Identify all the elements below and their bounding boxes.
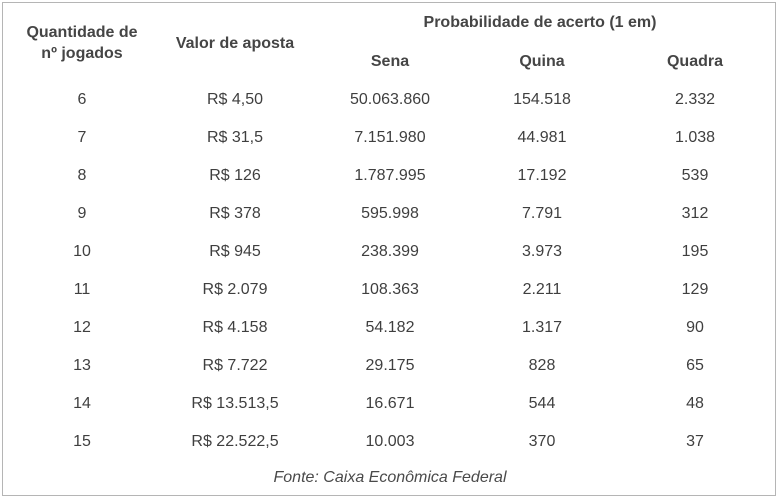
cell-bet-value: R$ 126 — [209, 167, 261, 184]
cell-bet-value: R$ 945 — [209, 243, 261, 260]
table-row: 12 R$ 4.158 54.182 1.317 90 — [0, 316, 780, 354]
cell-sena: 29.175 — [365, 357, 415, 374]
cell-quina: 3.973 — [521, 243, 563, 260]
cell-quina: 44.981 — [517, 129, 567, 146]
cell-bet-value: R$ 13.513,5 — [191, 395, 279, 412]
cell-quadra: 48 — [686, 395, 704, 412]
cell-quina: 828 — [528, 357, 556, 374]
cell-quadra: 65 — [686, 357, 704, 374]
header-probability: Probabilidade de acerto (1 em) — [423, 14, 657, 31]
cell-quadra: 1.038 — [674, 129, 716, 146]
cell-quantity: 8 — [77, 167, 87, 184]
cell-bet-value: R$ 2.079 — [202, 281, 268, 298]
cell-sena: 10.003 — [365, 433, 415, 450]
cell-quantity: 11 — [73, 281, 91, 298]
cell-bet-value: R$ 31,5 — [206, 129, 264, 146]
cell-quadra: 195 — [681, 243, 709, 260]
cell-sena: 238.399 — [361, 243, 419, 260]
cell-bet-value: R$ 378 — [209, 205, 261, 222]
cell-bet-value: R$ 7.722 — [202, 357, 268, 374]
cell-quina: 154.518 — [513, 91, 571, 108]
table-row: 6 R$ 4,50 50.063.860 154.518 2.332 — [0, 88, 780, 126]
table-row: 8 R$ 126 1.787.995 17.192 539 — [0, 164, 780, 202]
cell-sena: 595.998 — [361, 205, 419, 222]
table-row: 14 R$ 13.513,5 16.671 544 48 — [0, 392, 780, 430]
cell-quantity: 14 — [73, 395, 91, 412]
header-quina: Quina — [519, 53, 565, 70]
cell-quina: 2.211 — [522, 281, 562, 298]
cell-quina: 1.317 — [521, 319, 563, 336]
cell-sena: 1.787.995 — [354, 167, 426, 184]
cell-quina: 17.192 — [517, 167, 567, 184]
header-quantity-line2: nº jogados — [41, 45, 123, 62]
cell-sena: 54.182 — [365, 319, 415, 336]
cell-quantity: 6 — [77, 91, 87, 108]
cell-quina: 7.791 — [521, 205, 563, 222]
header-quantity-line1: Quantidade de — [26, 24, 138, 41]
header-sena: Sena — [370, 53, 410, 70]
cell-quadra: 2.332 — [674, 91, 716, 108]
cell-quadra: 129 — [681, 281, 709, 298]
cell-bet-value: R$ 22.522,5 — [191, 433, 279, 450]
table-row: 7 R$ 31,5 7.151.980 44.981 1.038 — [0, 126, 780, 164]
table-row: 13 R$ 7.722 29.175 828 65 — [0, 354, 780, 392]
table-row: 11 R$ 2.079 108.363 2.211 129 — [0, 278, 780, 316]
source-caption: Fonte: Caixa Econômica Federal — [273, 469, 507, 486]
cell-quadra: 539 — [681, 167, 709, 184]
cell-sena: 16.671 — [365, 395, 415, 412]
cell-quadra: 37 — [686, 433, 704, 450]
header-quadra: Quadra — [666, 53, 723, 70]
cell-sena: 7.151.980 — [354, 129, 426, 146]
cell-sena: 108.363 — [361, 281, 419, 298]
cell-sena: 50.063.860 — [349, 91, 431, 108]
cell-quadra: 312 — [681, 205, 709, 222]
cell-quantity: 7 — [77, 129, 87, 146]
cell-quantity: 15 — [73, 433, 91, 450]
table-body: 6 R$ 4,50 50.063.860 154.518 2.332 7 R$ … — [0, 88, 780, 468]
cell-bet-value: R$ 4.158 — [202, 319, 268, 336]
cell-quantity: 12 — [73, 319, 91, 336]
table-row: 15 R$ 22.522,5 10.003 370 37 — [0, 430, 780, 468]
header-bet-value: Valor de aposta — [175, 35, 295, 52]
cell-quantity: 9 — [77, 205, 87, 222]
cell-quadra: 90 — [686, 319, 704, 336]
table-row: 10 R$ 945 238.399 3.973 195 — [0, 240, 780, 278]
cell-quina: 544 — [528, 395, 556, 412]
cell-quina: 370 — [528, 433, 556, 450]
cell-bet-value: R$ 4,50 — [206, 91, 264, 108]
cell-quantity: 10 — [73, 243, 91, 260]
cell-quantity: 13 — [73, 357, 91, 374]
table-row: 9 R$ 378 595.998 7.791 312 — [0, 202, 780, 240]
header-quantity: Quantidade de nº jogados — [12, 22, 152, 64]
